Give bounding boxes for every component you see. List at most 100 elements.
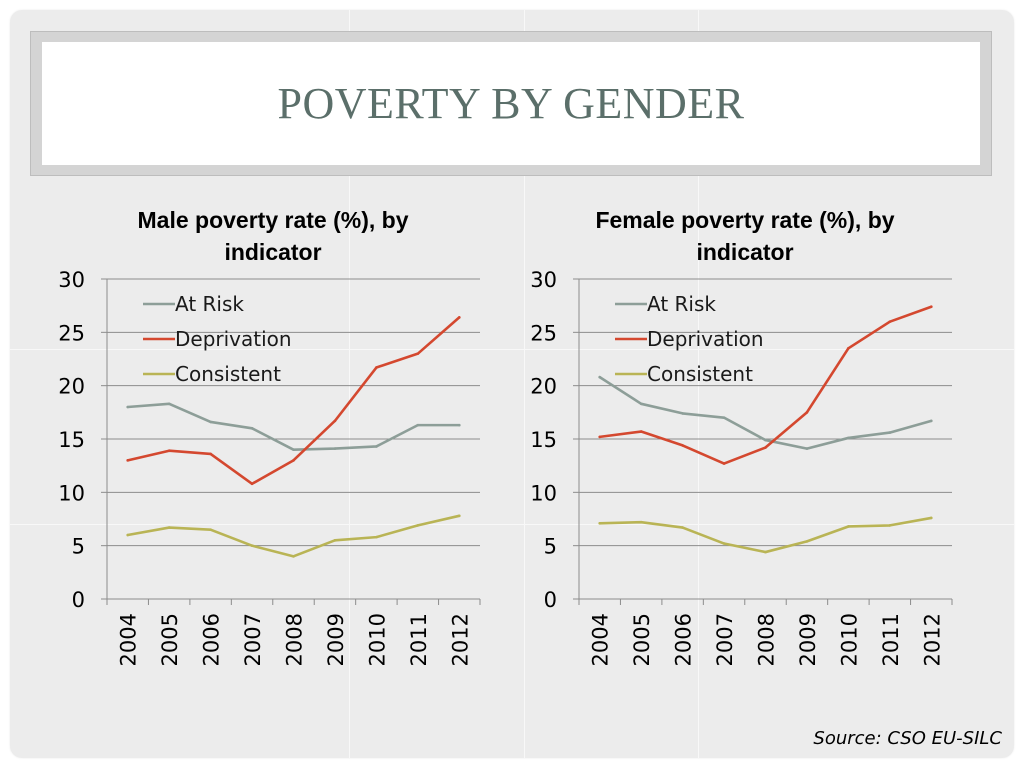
data-point xyxy=(764,438,767,442)
y-tick-label: 15 xyxy=(58,428,85,452)
data-point xyxy=(416,423,420,427)
legend-label: Consistent xyxy=(175,362,281,386)
series-line-at-risk xyxy=(598,375,933,450)
data-point xyxy=(764,446,767,449)
data-point xyxy=(416,352,420,355)
legend-label: Deprivation xyxy=(647,327,764,351)
y-tick-label: 0 xyxy=(544,588,557,612)
chart-title-line: Female poverty rate (%), by xyxy=(595,207,894,233)
x-tick-label: 2008 xyxy=(283,613,307,666)
data-point xyxy=(847,525,850,528)
data-point xyxy=(167,526,171,529)
slide-guide-line xyxy=(10,524,1014,525)
slide-guide-line xyxy=(524,10,525,758)
data-point xyxy=(805,540,809,543)
title-box: POVERTY BY GENDER xyxy=(42,42,980,165)
x-tick-label: 2012 xyxy=(920,613,944,666)
data-point xyxy=(167,449,171,453)
data-point xyxy=(375,366,378,369)
data-point xyxy=(209,420,212,424)
x-tick-label: 2004 xyxy=(117,613,141,666)
data-point xyxy=(639,430,643,433)
data-point xyxy=(416,524,420,527)
data-point xyxy=(250,427,254,430)
chart-title-line: indicator xyxy=(696,239,793,265)
legend-label: Consistent xyxy=(647,362,753,386)
data-point xyxy=(929,516,933,520)
x-tick-label: 2005 xyxy=(158,613,182,666)
x-tick-label: 2007 xyxy=(241,613,265,666)
data-point xyxy=(250,482,254,486)
y-tick-label: 25 xyxy=(530,321,557,345)
x-tick-label: 2004 xyxy=(589,613,613,666)
slide-guide-line xyxy=(698,10,699,758)
x-tick-label: 2009 xyxy=(324,613,348,666)
legend-label: At Risk xyxy=(175,292,244,316)
x-tick-label: 2006 xyxy=(672,613,696,666)
y-tick-label: 25 xyxy=(58,321,85,345)
data-point xyxy=(888,320,892,323)
data-point xyxy=(681,412,684,415)
y-tick-label: 5 xyxy=(72,535,85,559)
data-point xyxy=(929,305,933,309)
data-point xyxy=(598,375,602,379)
data-point xyxy=(639,402,643,406)
data-point xyxy=(126,405,130,409)
data-point xyxy=(847,347,850,350)
legend-label: Deprivation xyxy=(175,327,292,351)
data-point xyxy=(457,514,461,518)
x-tick-label: 2012 xyxy=(448,613,472,666)
data-point xyxy=(126,533,130,537)
data-point xyxy=(209,528,212,531)
data-point xyxy=(929,419,933,423)
x-tick-label: 2011 xyxy=(879,613,903,666)
data-point xyxy=(292,459,295,462)
series-line-consistent xyxy=(598,516,933,554)
chart-title-line: Male poverty rate (%), by xyxy=(138,207,409,233)
y-tick-label: 30 xyxy=(530,268,557,292)
data-point xyxy=(292,448,295,451)
series-line-consistent xyxy=(126,514,461,558)
data-point xyxy=(457,423,461,427)
x-tick-label: 2010 xyxy=(365,613,389,666)
data-point xyxy=(681,526,684,529)
data-point xyxy=(722,542,726,545)
data-point xyxy=(333,419,337,423)
data-point xyxy=(722,416,726,419)
data-point xyxy=(639,520,643,524)
slide-guide-line xyxy=(10,349,1014,350)
data-point xyxy=(888,524,892,527)
x-tick-label: 2006 xyxy=(200,613,224,666)
data-point xyxy=(598,435,602,439)
data-point xyxy=(250,544,254,547)
legend-label: At Risk xyxy=(647,292,716,316)
female-poverty-chart: Female poverty rate (%), by indicator 0 5 10… xyxy=(530,207,953,666)
y-tick-label: 20 xyxy=(58,375,85,399)
data-point xyxy=(681,444,684,447)
data-point xyxy=(888,431,892,434)
slide-guide-line xyxy=(349,10,350,758)
slide-title: POVERTY BY GENDER xyxy=(277,79,745,128)
data-point xyxy=(209,452,212,456)
data-point xyxy=(598,521,602,525)
data-point xyxy=(375,535,378,539)
data-point xyxy=(292,555,295,558)
data-point xyxy=(167,402,171,406)
y-tick-label: 20 xyxy=(530,375,557,399)
source-note: Source: CSO EU-SILC xyxy=(813,728,1002,749)
data-point xyxy=(457,316,461,319)
data-point xyxy=(333,539,337,542)
data-point xyxy=(805,411,809,414)
data-point xyxy=(126,459,130,462)
data-point xyxy=(722,462,726,465)
y-tick-label: 5 xyxy=(544,535,557,559)
x-tick-label: 2010 xyxy=(837,613,861,666)
data-point xyxy=(805,447,809,450)
x-tick-label: 2009 xyxy=(796,613,820,666)
y-tick-label: 15 xyxy=(530,428,557,452)
x-tick-label: 2008 xyxy=(755,613,779,666)
x-tick-label: 2005 xyxy=(630,613,654,666)
x-tick-label: 2011 xyxy=(407,613,431,666)
data-point xyxy=(764,550,767,554)
series-line-at-risk xyxy=(126,402,461,451)
